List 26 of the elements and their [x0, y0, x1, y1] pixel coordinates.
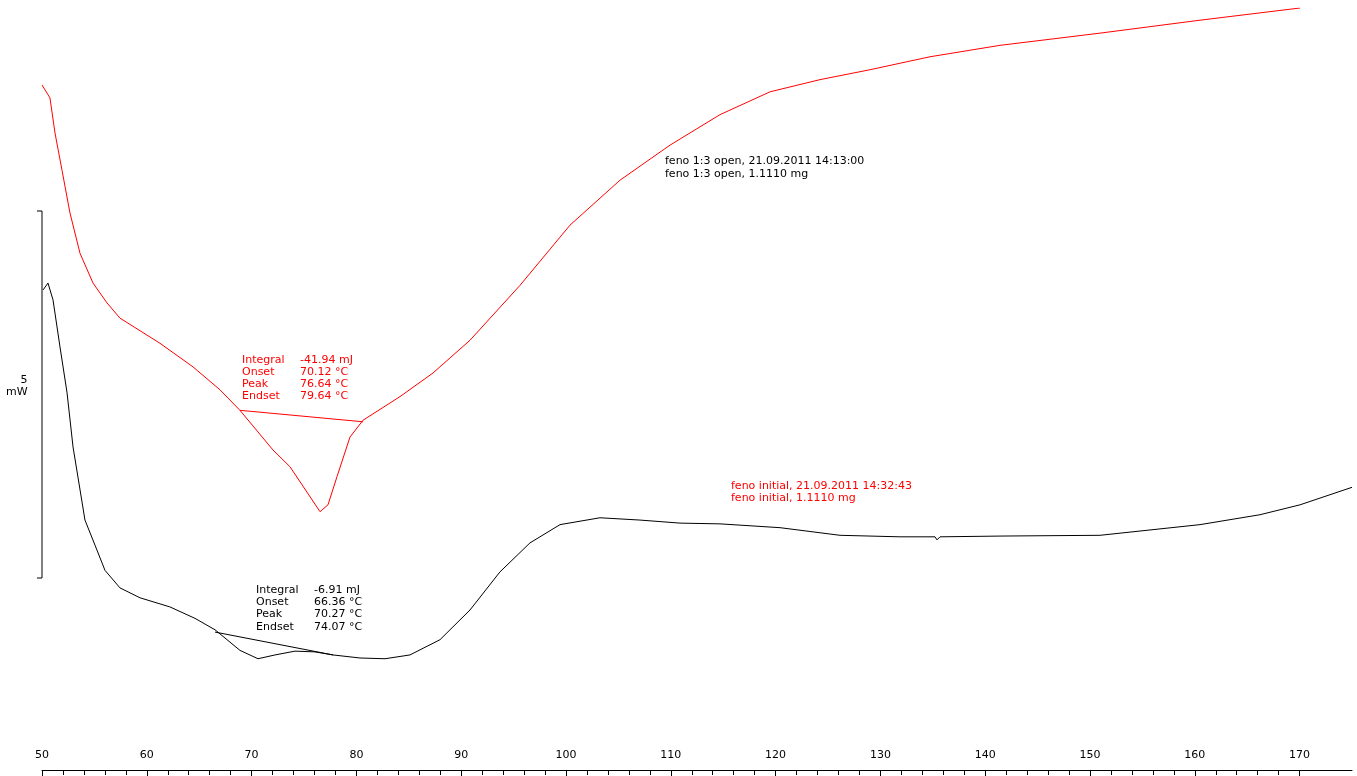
annotation: feno initial, 1.1110 mg	[731, 491, 856, 504]
annotation: feno initial, 21.09.2011 14:32:43	[731, 479, 912, 492]
annotation: feno 1:3 open, 21.09.2011 14:13:00	[665, 154, 865, 167]
text: Endset 74.07 °C	[256, 620, 363, 633]
x-tick-label: 70	[244, 748, 259, 761]
x-tick-label: 150	[1079, 748, 1101, 761]
x-tick-label: 100	[555, 748, 577, 761]
text: Peak 70.27 °C	[256, 607, 363, 620]
annotation: feno 1:3 open, 1.1110 mg	[665, 167, 809, 180]
text: Onset 70.12 °C	[242, 365, 349, 378]
x-tick-label: 140	[974, 748, 996, 761]
text: 5 mW	[6, 373, 28, 398]
x-tick-label: 160	[1184, 748, 1206, 761]
text: Onset 66.36 °C	[256, 595, 363, 608]
text: Endset 79.64 °C	[242, 389, 349, 402]
x-tick-label: 110	[660, 748, 682, 761]
x-tick-label: 170	[1289, 748, 1311, 761]
x-tick-label: 90	[454, 748, 469, 761]
text: Peak 76.64 °C	[242, 377, 349, 390]
x-tick-label: 130	[869, 748, 891, 761]
x-tick-label: 120	[765, 748, 787, 761]
x-tick-label: 60	[139, 748, 154, 761]
x-tick-label: 50	[35, 748, 49, 761]
x-tick-label: 80	[349, 748, 364, 761]
text: Integral -6.91 mJ	[256, 583, 360, 596]
text: Integral -41.94 mJ	[242, 353, 353, 366]
